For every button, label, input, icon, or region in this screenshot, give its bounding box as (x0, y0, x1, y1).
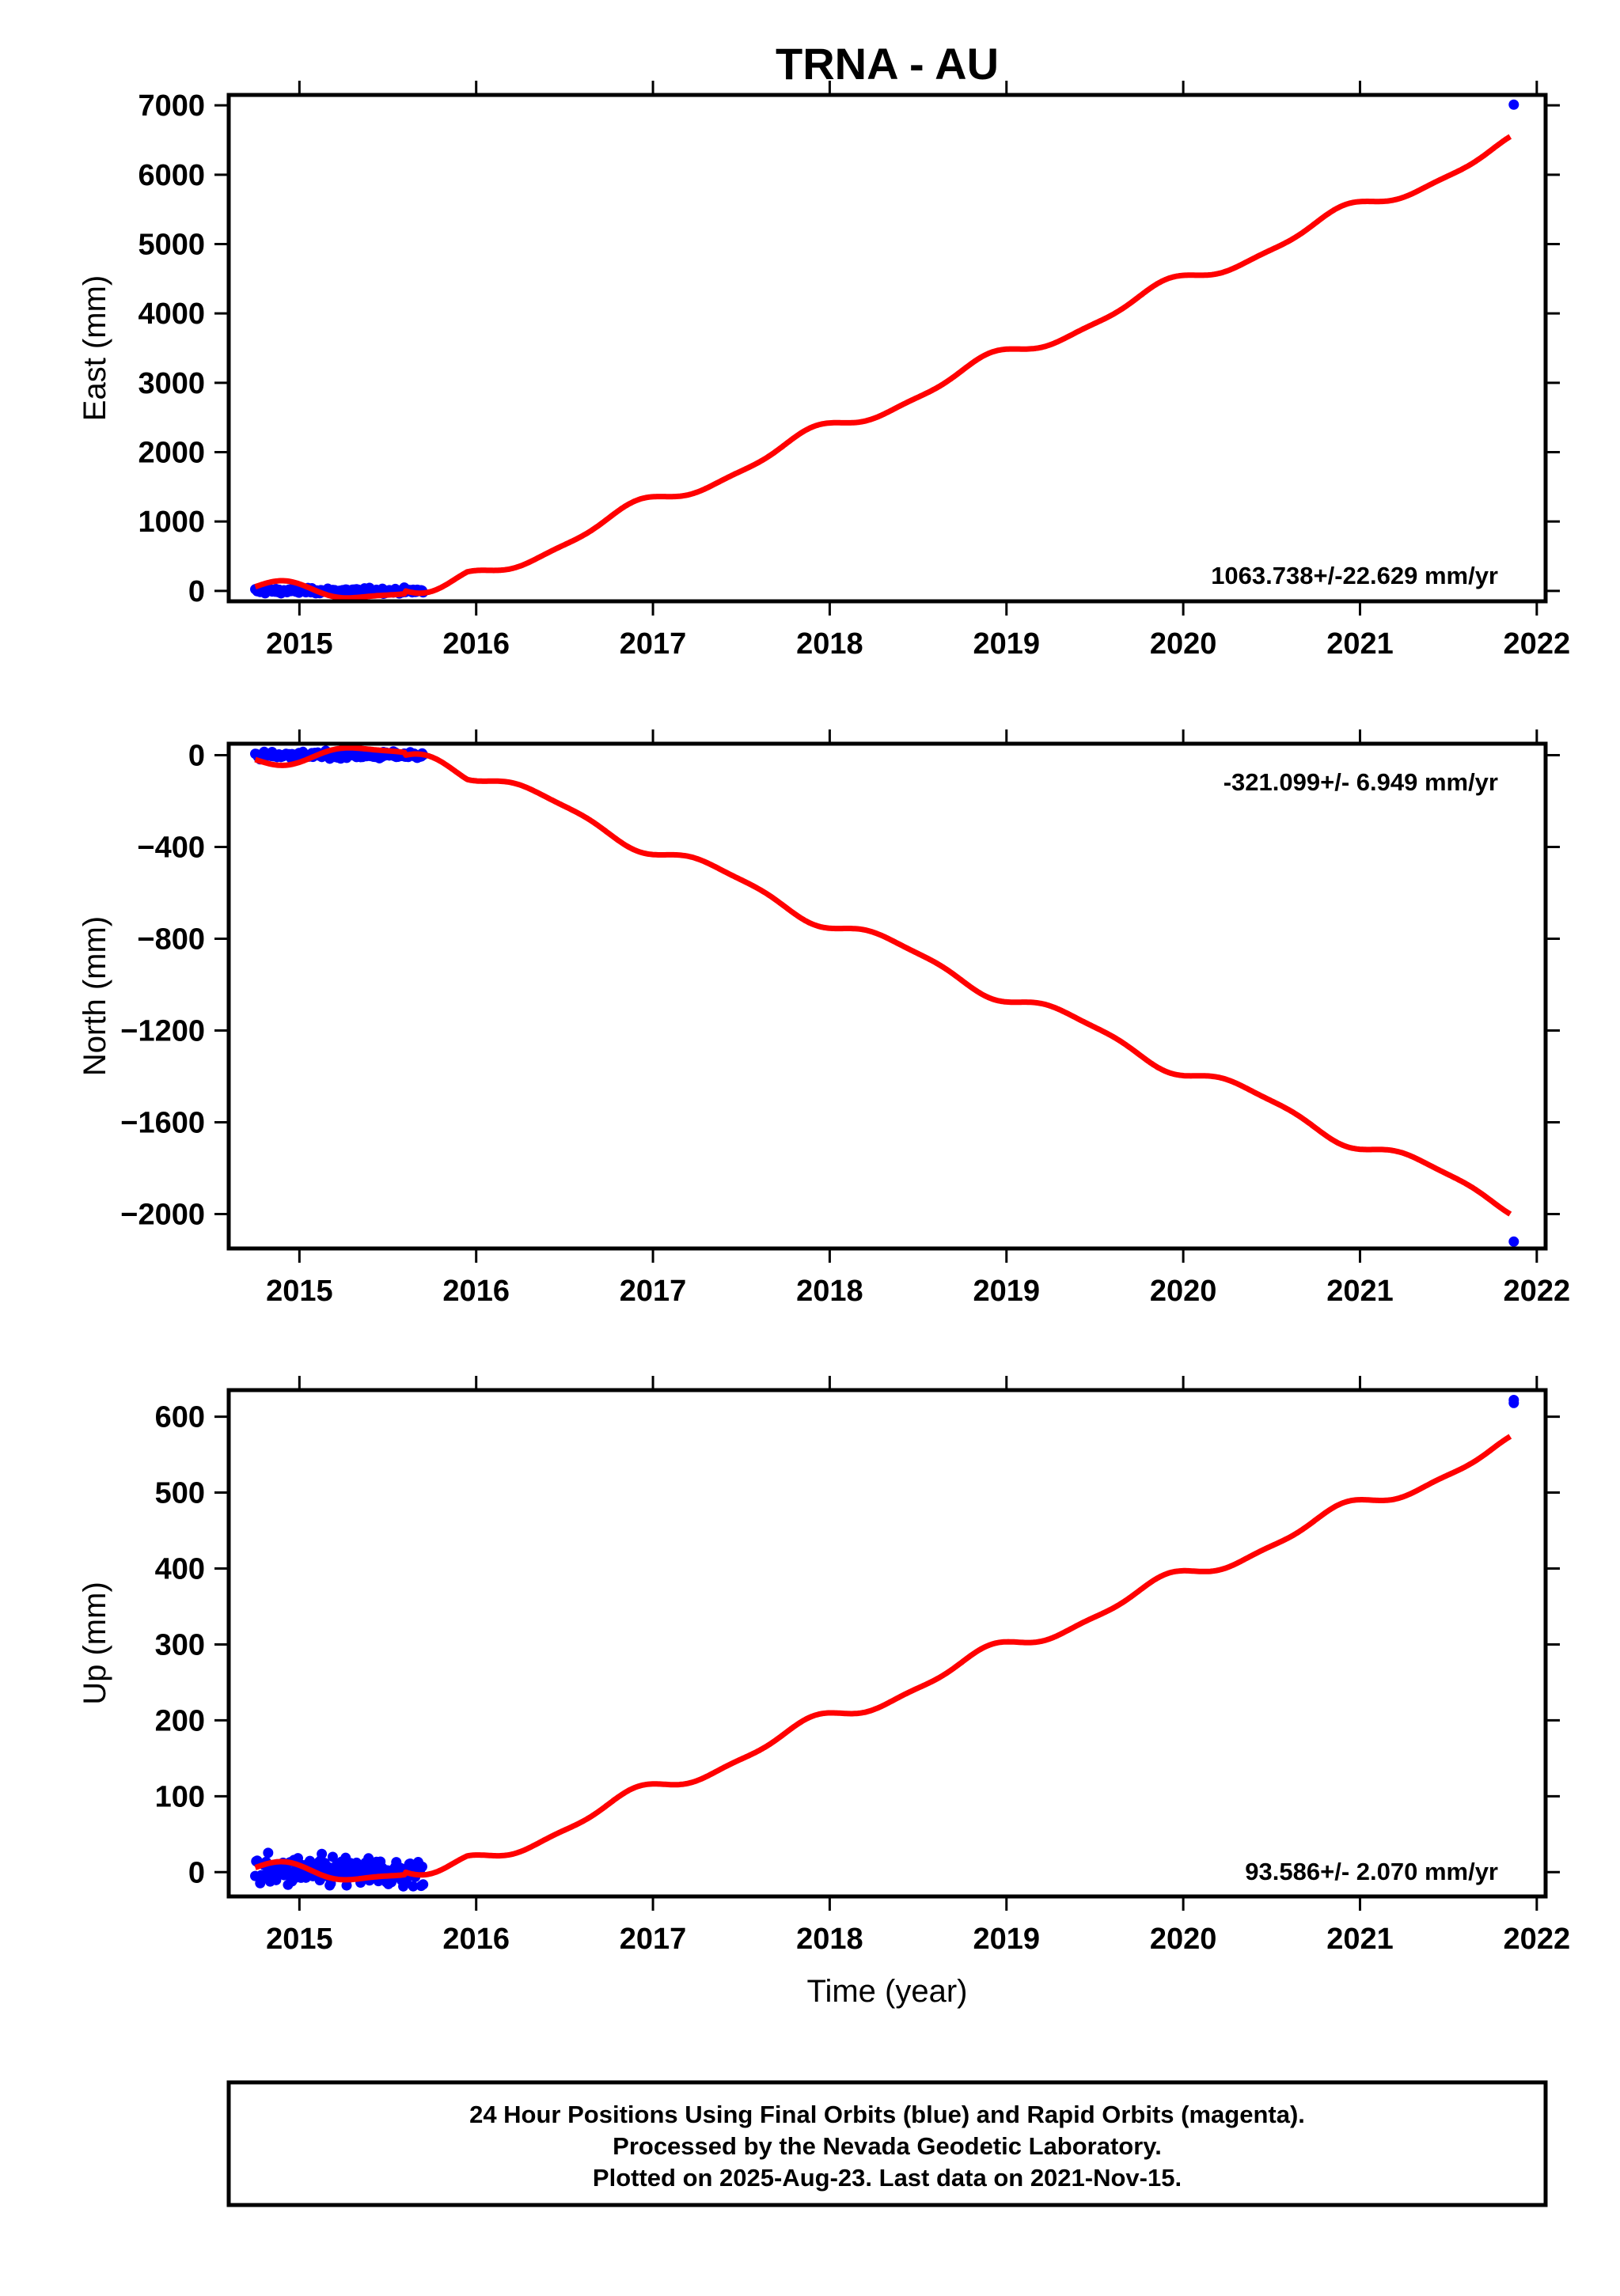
north-y-tick-label: −800 (137, 923, 205, 957)
footer-line-3: Plotted on 2025-Aug-23. Last data on 202… (593, 2164, 1182, 2192)
east-y-tick-label: 4000 (138, 297, 205, 331)
east-x-tick-label: 2017 (620, 627, 687, 661)
east-y-tick-label: 3000 (138, 367, 205, 400)
up-y-tick-label: 600 (155, 1401, 205, 1434)
panels: 2015 2016 2017 2018 2019 2020 2021 202201000200… (78, 81, 1570, 1956)
up-x-tick-label: 2016 (442, 1923, 510, 1956)
up-panel: 2015 2016 2017 2018 2019 2020 2021 2022 0 100 200 3… (78, 1376, 1570, 1956)
north-y-tick-label: −1600 (120, 1107, 205, 1140)
north-frame (226, 741, 1548, 1251)
up-position-point (263, 1847, 274, 1858)
x-axis-label: Time (year) (807, 1974, 968, 2009)
up-x-tick-label: 2019 (973, 1923, 1040, 1956)
up-isolated-point (1508, 1394, 1519, 1405)
up-y-tick-label: 500 (155, 1477, 205, 1510)
north-y-tick-label: −2000 (120, 1199, 205, 1232)
up-y-tick-label: 100 (155, 1780, 205, 1813)
north-x-tick-label: 2016 (442, 1275, 510, 1308)
up-position-point (416, 1861, 427, 1872)
north-y-tick-label: −400 (137, 832, 205, 865)
up-position-point (400, 1875, 412, 1886)
up-position-point (408, 1881, 419, 1892)
up-x-tick-label: 2018 (796, 1923, 863, 1956)
up-plot-area (250, 1394, 1519, 1892)
up-y-axis-label: Up (mm) (78, 1582, 112, 1705)
north-x-tick-label: 2015 (266, 1275, 333, 1308)
up-position-point (351, 1857, 362, 1868)
up-position-point (317, 1848, 328, 1859)
up-x-tick-label: 2020 (1150, 1923, 1217, 1956)
east-y-tick-label: 1000 (138, 506, 205, 539)
up-position-point (418, 1879, 429, 1890)
east-y-tick-label: 2000 (138, 437, 205, 470)
north-x-tick-label: 2022 (1504, 1275, 1571, 1308)
up-y-tick-label: 0 (188, 1856, 205, 1889)
east-x-tick-label: 2019 (973, 627, 1040, 661)
north-panel: 2015 2016 2017 2018 2019 2020 2021 2022 0 −400 −80… (78, 729, 1570, 1308)
east-x-tick-label: 2016 (442, 627, 510, 661)
east-isolated-point (1508, 99, 1519, 110)
east-y-axis-label: East (mm) (78, 275, 112, 421)
east-x-tick-label: 2015 (266, 627, 333, 661)
north-rate-label: -321.099+/- 6.949 mm/yr (1224, 768, 1498, 796)
north-y-axis-label: North (mm) (78, 916, 112, 1076)
east-y-tick-label: 0 (188, 575, 205, 608)
up-frame (226, 1388, 1548, 1899)
north-x-tick-label: 2019 (973, 1275, 1040, 1308)
north-x-tick-label: 2017 (620, 1275, 687, 1308)
up-x-tick-label: 2021 (1326, 1923, 1394, 1956)
north-y-tick-label: −1200 (120, 1015, 205, 1048)
up-x-tick-label: 2017 (620, 1923, 687, 1956)
up-y-tick-label: 300 (155, 1628, 205, 1661)
up-y-tick-label: 200 (155, 1704, 205, 1737)
up-rate-label: 93.586+/- 2.070 mm/yr (1245, 1858, 1498, 1885)
north-x-tick-label: 2018 (796, 1275, 863, 1308)
up-x-tick-label: 2022 (1504, 1923, 1571, 1956)
up-position-point (327, 1851, 338, 1862)
east-x-tick-label: 2021 (1326, 627, 1394, 661)
east-x-tick-label: 2018 (796, 627, 863, 661)
east-y-tick-label: 6000 (138, 159, 205, 192)
up-model-fit-line (253, 1434, 1512, 1883)
up-position-point (341, 1880, 352, 1891)
north-x-tick-label: 2020 (1150, 1275, 1217, 1308)
east-rate-label: 1063.738+/-22.629 mm/yr (1211, 562, 1498, 589)
east-plot-area (250, 99, 1519, 601)
figure-title: TRNA - AU (776, 39, 999, 89)
east-x-tick-label: 2020 (1150, 627, 1217, 661)
footer-border (226, 2080, 1548, 2207)
north-y-tick-label: 0 (188, 740, 205, 773)
east-model-fit-line (253, 134, 1512, 601)
east-y-tick-label: 7000 (138, 89, 205, 123)
footer-line-1: 24 Hour Positions Using Final Orbits (bl… (469, 2101, 1305, 2128)
up-y-tick-label: 400 (155, 1552, 205, 1586)
north-x-tick-label: 2021 (1326, 1275, 1394, 1308)
east-panel: 2015 2016 2017 2018 2019 2020 2021 2022 0 1000 200… (78, 81, 1570, 661)
up-x-tick-label: 2015 (266, 1923, 333, 1956)
north-isolated-point (1508, 1236, 1519, 1247)
east-frame (226, 93, 1548, 604)
north-plot-area (250, 744, 1519, 1247)
east-x-tick-label: 2022 (1504, 627, 1571, 661)
footer-box: 24 Hour Positions Using Final Orbits (bl… (226, 2080, 1548, 2207)
east-y-tick-label: 5000 (138, 228, 205, 261)
footer-line-2: Processed by the Nevada Geodetic Laborat… (613, 2132, 1162, 2160)
north-model-fit-line (253, 744, 1512, 1217)
